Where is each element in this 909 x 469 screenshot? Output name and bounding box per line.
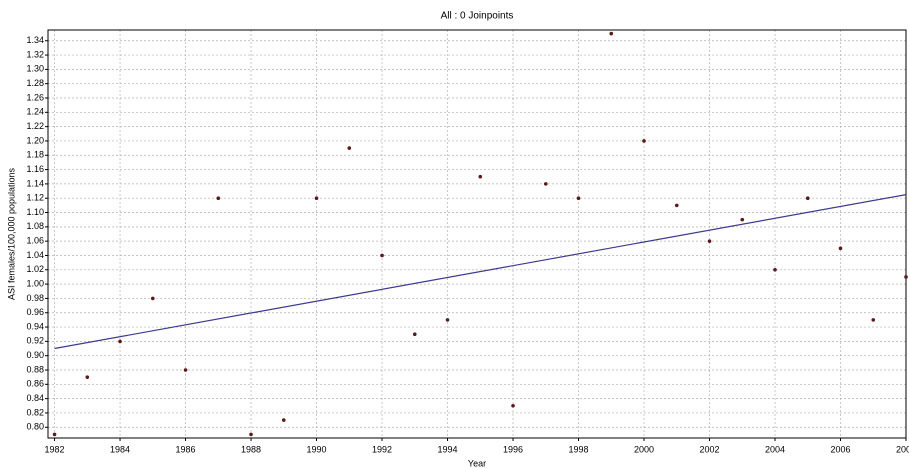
y-tick-label: 1.26	[26, 92, 44, 102]
point	[380, 253, 384, 258]
y-tick-label: 1.18	[26, 150, 44, 160]
y-tick-label: 0.86	[26, 379, 44, 389]
x-tick-label: 1982	[45, 444, 65, 454]
x-tick-label: 1992	[372, 444, 392, 454]
y-tick-label: 0.90	[26, 350, 44, 360]
point	[183, 368, 188, 372]
trend-line	[54, 194, 907, 350]
x-tick-label: 2002	[699, 444, 719, 454]
y-tick-label: 1.24	[26, 107, 44, 117]
plot-frame	[47, 29, 907, 439]
y-tick-label: 1.32	[26, 49, 44, 59]
y-tick-label: 0.88	[26, 364, 44, 374]
point	[511, 403, 515, 408]
y-tick-label: 1.02	[26, 264, 44, 274]
point	[281, 418, 286, 422]
y-tick-label: 0.84	[26, 393, 44, 403]
point	[249, 432, 253, 437]
x-tick-label: 2000	[634, 444, 654, 454]
point	[445, 318, 450, 322]
y-tick-label: 1.20	[26, 135, 44, 145]
y-tick-label: 1.04	[26, 250, 44, 260]
point	[118, 339, 122, 344]
x-axis-label: Year	[468, 458, 486, 468]
y-tick-label: 1.12	[26, 193, 44, 203]
y-tick-label: 1.08	[26, 221, 44, 231]
point	[85, 375, 90, 379]
y-tick-label: 0.82	[26, 407, 44, 417]
point	[838, 246, 843, 251]
point	[52, 432, 57, 437]
y-tick-label: 1.14	[26, 178, 44, 188]
x-tick-label: 1986	[176, 444, 196, 454]
point	[871, 318, 876, 322]
point	[216, 196, 221, 201]
y-tick-label: 1.28	[26, 78, 44, 88]
y-tick-label: 0.94	[26, 321, 44, 331]
x-tick-label: 1988	[241, 444, 261, 454]
point	[805, 196, 810, 201]
point	[674, 203, 679, 208]
chart-title: All : 0 Joinpoints	[441, 11, 514, 22]
point	[347, 146, 352, 150]
point	[642, 139, 646, 143]
x-tick-label: 1996	[503, 444, 523, 454]
point	[707, 239, 712, 243]
point	[773, 267, 777, 272]
y-tick-label: 0.80	[26, 422, 44, 432]
point	[904, 275, 908, 279]
point	[609, 31, 614, 36]
x-tick-label: 2008	[896, 444, 909, 454]
y-tick-label: 1.16	[26, 164, 44, 174]
x-tick-label: 1998	[569, 444, 589, 454]
y-tick-label: 1.10	[26, 207, 44, 217]
x-tick-label: 2006	[830, 444, 850, 454]
point	[314, 196, 319, 201]
x-tick-label: 1984	[110, 444, 130, 454]
y-tick-label: 1.06	[26, 236, 44, 246]
y-tick-label: 1.22	[26, 121, 44, 131]
y-tick-label: 1.30	[26, 64, 44, 74]
y-tick-label: 1.34	[26, 35, 44, 45]
x-tick-label: 1990	[307, 444, 327, 454]
point	[576, 196, 581, 201]
point	[543, 182, 548, 186]
y-tick-label: 0.92	[26, 336, 44, 346]
point	[740, 217, 745, 222]
point	[150, 296, 155, 301]
x-tick-label: 1994	[438, 444, 458, 454]
point	[412, 332, 417, 337]
y-tick-label: 1.00	[26, 278, 44, 288]
y-tick-label: 0.98	[26, 293, 44, 303]
point	[478, 174, 483, 179]
y-tick-label: 0.96	[26, 307, 44, 317]
x-tick-label: 2004	[765, 444, 785, 454]
y-axis-label: ASI females/100,000 populations	[6, 167, 16, 300]
